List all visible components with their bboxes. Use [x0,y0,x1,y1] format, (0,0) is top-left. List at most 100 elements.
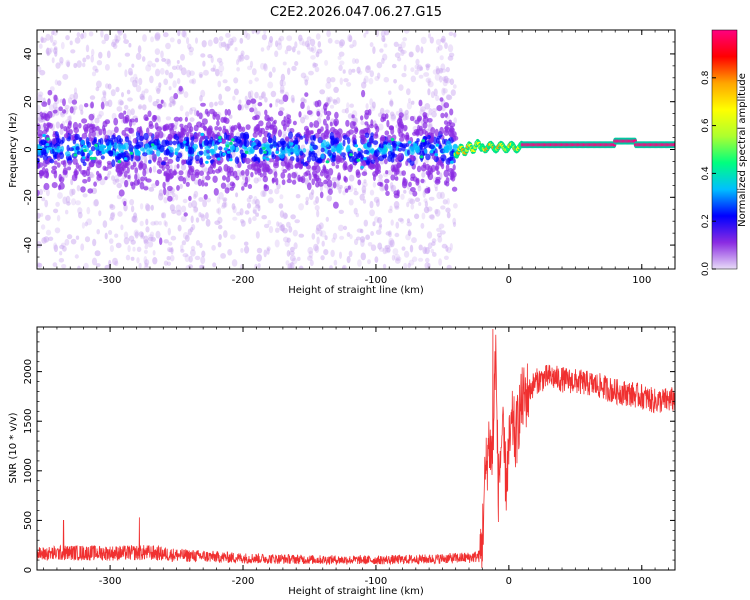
spectrogram-cell [51,30,55,36]
spectrogram-cell [299,150,304,156]
spectrogram-cell [125,254,131,261]
colorbar-ticks: 0.00.20.40.60.8 [701,70,716,276]
spectrogram-cell [427,242,433,249]
spectrogram-cell [415,58,420,65]
spectrogram-cell [266,246,271,252]
spectrogram-cell [172,140,177,146]
spectrogram-cell [88,128,95,134]
spectrogram-cell [100,101,105,110]
spectrogram-cell [267,197,274,204]
spectrogram-cell [49,159,55,164]
spectrogram-cell [37,123,41,131]
spectrogram-cell [123,231,129,239]
spectrogram-cell [70,49,76,54]
spectrogram-cell [248,195,253,199]
spectrogram-cell [287,173,292,180]
spectrogram-cell [346,256,351,264]
spectrogram-cell [269,103,273,108]
spectrogram-cell [145,64,152,72]
spectrogram-cell [329,104,335,109]
spectrogram-cell [449,78,455,85]
spectrogram-cell [372,140,379,146]
spectrogram-cell [152,101,159,107]
spectrogram-cell [131,63,135,68]
spectrogram-cell [418,257,424,262]
spectrogram-cell [210,67,216,72]
spectrogram-cell [175,204,182,212]
spectrogram-cell [446,94,453,101]
spectrogram-cell [135,144,140,150]
spectrogram-cell [46,123,50,129]
spectrogram-cell [190,173,196,182]
spectrogram-cell [205,160,209,164]
spectrogram-cell [261,92,265,99]
spectrogram-cell [405,234,411,241]
spectrogram-cell [47,89,53,96]
spectrogram-cell [397,46,403,52]
spectrogram-cell [347,34,352,42]
spectrogram-cell [414,64,420,70]
spectrogram-cell [142,104,147,111]
spectrogram-cell [338,51,345,57]
spectrogram-cell [419,155,424,159]
spectrogram-cell [335,180,341,188]
spectrogram-cell [330,138,334,147]
spectrogram-cell [218,136,222,140]
spectrogram-cell [224,86,231,92]
spectrogram-cell [199,136,203,143]
spectrogram-cell [300,101,305,109]
spectrogram-cell [407,149,411,156]
spectrogram-cell [316,224,322,232]
spectrogram-cell [168,72,174,79]
spectrogram-cell [269,36,274,43]
spectrogram-cell [315,196,319,204]
spectrogram-cell [189,126,194,133]
spectrogram-cell [434,165,439,172]
spectrogram-cell [288,265,295,269]
spectrogram-cell [394,253,401,261]
spectrogram-cell [56,145,62,151]
spectrogram-cell [330,77,336,83]
spectrogram-cell [84,127,89,134]
spectrogram-cell [326,115,331,121]
spectrogram-cell [37,94,43,103]
spectrogram-cell [409,115,415,122]
spectrogram-cell [80,186,86,193]
spectrogram-cell [399,136,405,142]
spectrogram-cell [269,134,274,139]
spectrogram-cell [292,120,297,126]
spectrogram-cell [85,44,90,53]
spectrogram-cell [279,210,285,218]
spectrogram-cell [266,144,271,150]
spectrogram-cell [309,38,316,47]
spectrogram-cell [70,178,74,186]
spectrogram-cell [214,101,218,107]
spectrogram-cell [398,131,404,138]
spectrogram-cell [198,150,204,156]
spectrogram-cell [351,114,355,119]
spectrogram-cell [401,246,406,251]
spectrogram-cell [154,48,161,55]
spectrogram-cell [310,141,315,147]
spectrogram-cell [251,199,257,205]
spectrogram-cell [164,221,168,228]
spectrogram-cell [223,147,228,151]
spectrogram-cell [434,128,439,137]
spectrogram-cell [124,104,129,110]
spectrogram-cell [240,220,246,227]
spectrogram-cell [228,38,234,46]
spectrogram-cell [188,195,192,202]
spectrogram-cell [122,146,126,150]
spectrogram-cell [446,212,451,219]
spectrogram-cell [102,90,107,96]
spectrogram-cell [178,85,183,92]
spectrogram-cell [144,259,150,266]
spectrogram-cell [315,51,320,58]
spectrogram-cell [449,243,453,251]
spectrogram-cell [91,48,95,57]
spectrogram-cell [445,181,450,187]
spectrogram-cell [165,189,170,197]
spectrogram-cell [236,59,239,66]
spectrogram-cell [237,104,242,111]
spectrogram-cell [127,67,133,76]
